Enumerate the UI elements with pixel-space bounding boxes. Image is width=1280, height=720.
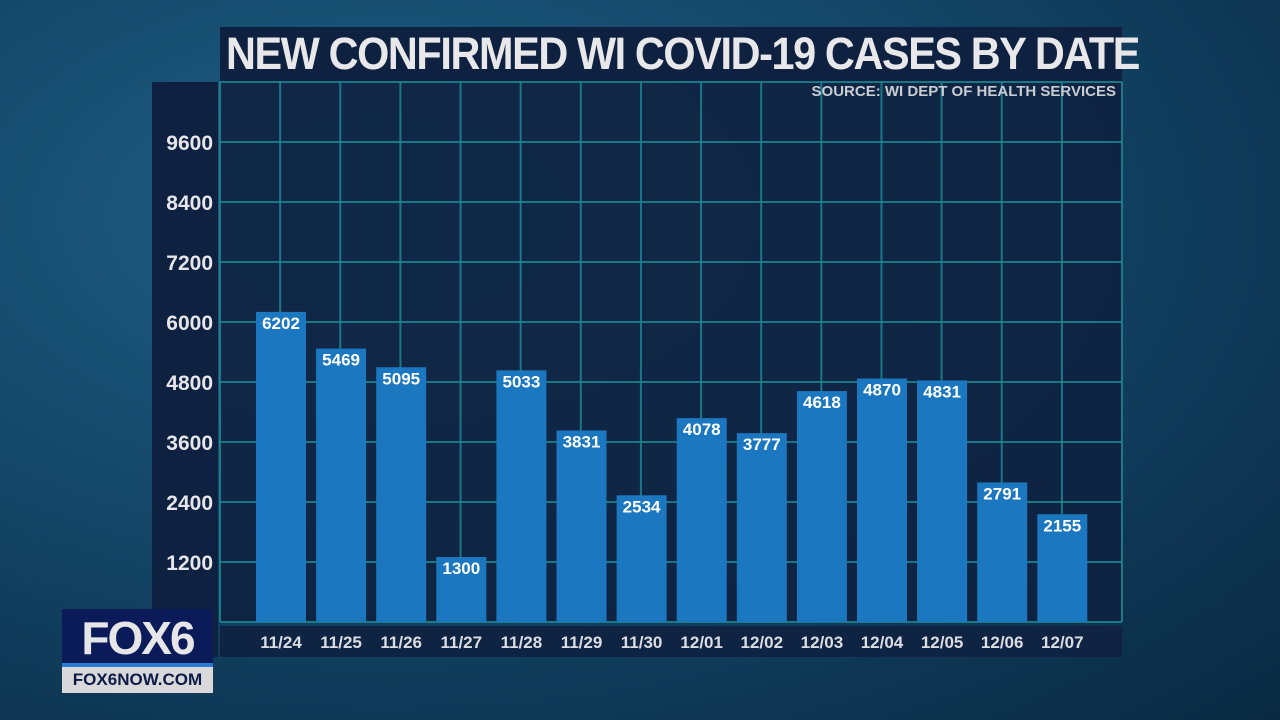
bar — [496, 370, 547, 622]
bar-value-label: 5033 — [502, 372, 540, 391]
bar-value-label: 3831 — [563, 432, 601, 451]
plot-background — [220, 82, 1122, 622]
x-tick-label: 12/01 — [680, 633, 723, 652]
y-tick-label: 3600 — [166, 432, 213, 455]
x-tick-label: 11/27 — [440, 633, 482, 652]
chart-title: NEW CONFIRMED WI COVID-19 CASES BY DATE — [226, 28, 1140, 79]
bar-value-label: 1300 — [442, 559, 480, 578]
bar-value-label: 5469 — [322, 351, 360, 370]
bar-value-label: 3777 — [743, 435, 781, 454]
bar — [616, 495, 667, 622]
bar — [676, 418, 727, 622]
y-tick-label: 9600 — [166, 132, 213, 155]
bar-value-label: 4870 — [863, 381, 901, 400]
bar — [736, 433, 787, 622]
y-tick-label: 1200 — [166, 552, 213, 575]
bar — [857, 378, 907, 622]
x-tick-label: 12/07 — [1041, 633, 1084, 652]
chart-source: SOURCE: WI DEPT OF HEALTH SERVICES — [811, 83, 1116, 100]
logo-url: FOX6NOW.COM — [72, 670, 203, 689]
y-tick-label: 4800 — [166, 372, 213, 395]
bar-value-label: 2534 — [623, 497, 661, 516]
fox6-logo: FOX6 FOX6NOW.COM — [62, 609, 215, 693]
bar — [1037, 514, 1088, 622]
bar-value-label: 2155 — [1043, 516, 1081, 535]
x-tick-label: 11/29 — [561, 633, 603, 652]
bar-value-label: 4831 — [923, 382, 961, 401]
x-tick-label: 12/03 — [801, 633, 844, 652]
bar — [436, 557, 487, 622]
logo-text: FOX6 — [81, 612, 195, 664]
x-tick-label: 11/25 — [320, 633, 362, 652]
x-tick-label: 11/24 — [260, 633, 302, 652]
y-tick-label: 8400 — [166, 192, 213, 215]
bar — [917, 380, 968, 622]
bar-value-label: 4078 — [683, 420, 721, 439]
bar-value-label: 4618 — [803, 393, 841, 412]
y-tick-label: 2400 — [166, 492, 213, 515]
x-tick-label: 12/06 — [981, 633, 1024, 652]
y-tick-label: 6000 — [166, 312, 213, 335]
title-bar — [220, 27, 1122, 82]
bar — [977, 482, 1028, 622]
bar-value-label: 5095 — [382, 369, 420, 388]
bar — [316, 348, 367, 622]
x-tick-label: 12/02 — [741, 633, 784, 652]
bar — [376, 367, 427, 622]
x-tick-label: 11/28 — [501, 633, 543, 652]
x-axis-label-band — [220, 626, 1122, 657]
x-tick-label: 11/26 — [380, 633, 422, 652]
bar-value-label: 2791 — [983, 484, 1021, 503]
x-tick-label: 11/30 — [621, 633, 663, 652]
y-tick-label: 7200 — [166, 252, 213, 275]
bar — [796, 391, 847, 622]
y-axis-panel — [152, 82, 218, 657]
bar — [556, 430, 607, 622]
x-tick-label: 12/04 — [861, 633, 904, 652]
bar — [256, 311, 306, 622]
bar-value-label: 6202 — [262, 314, 300, 333]
x-tick-label: 12/05 — [921, 633, 964, 652]
